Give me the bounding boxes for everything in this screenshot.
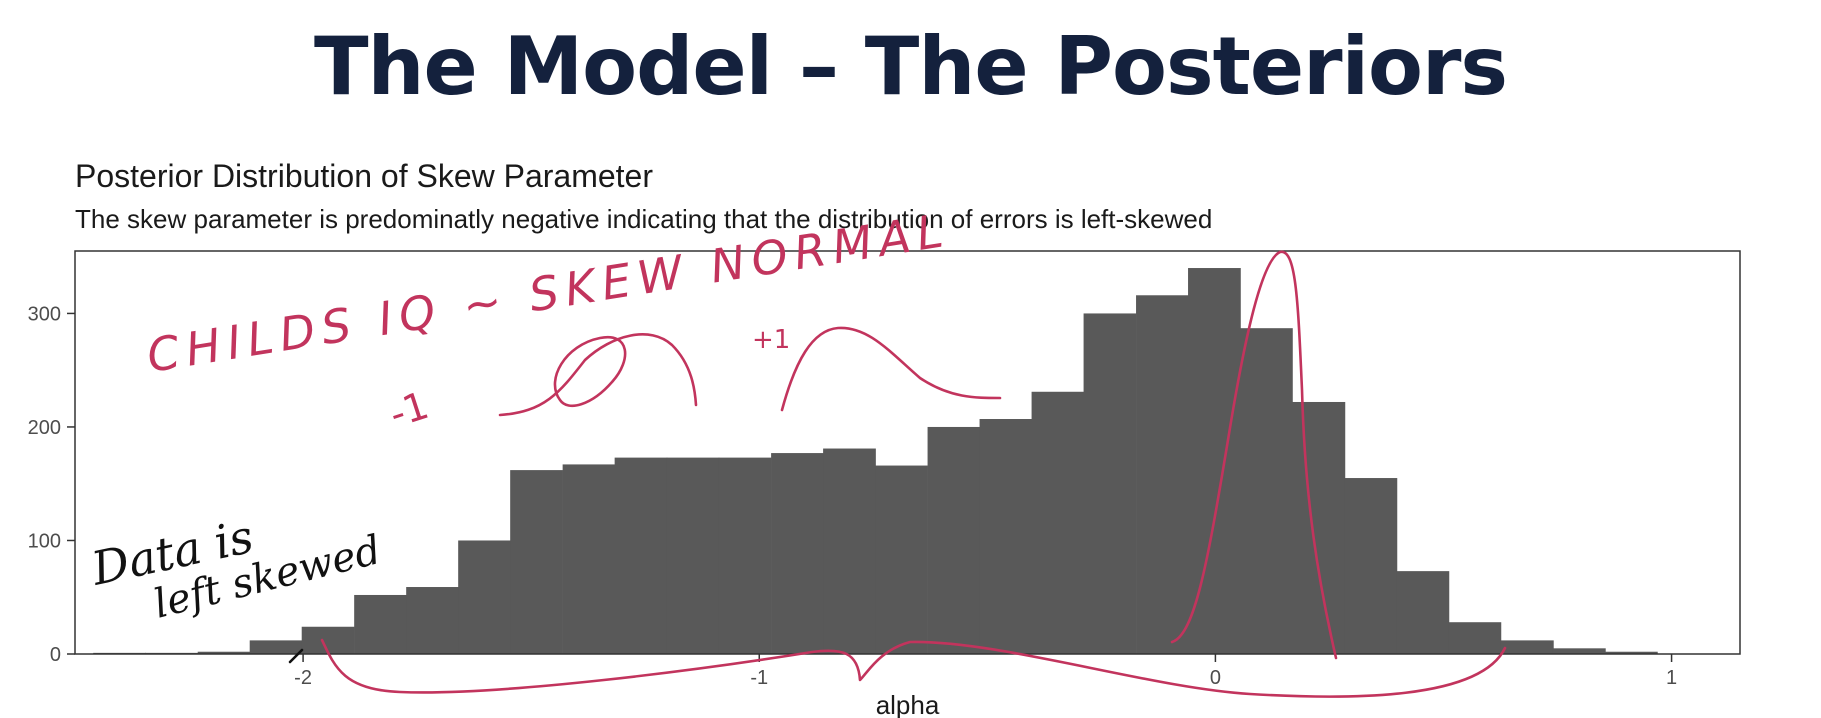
y-tick-label: 200	[28, 417, 61, 439]
x-tick-label: 0	[1210, 667, 1221, 689]
y-tick-label: 100	[28, 530, 61, 552]
histogram-bar	[718, 457, 772, 654]
histogram-bar	[1448, 622, 1502, 654]
x-tick-label: 1	[1666, 667, 1677, 689]
ink-right-skew-curve	[780, 326, 1002, 412]
chart-subtitle: The skew parameter is predominatly negat…	[75, 204, 1213, 234]
ink-narrow-peak	[1170, 250, 1338, 660]
histogram-bar	[1188, 268, 1241, 654]
histogram-bar	[1083, 313, 1137, 654]
histogram-bar	[197, 651, 251, 654]
histogram-bar	[354, 594, 407, 654]
histogram-bar	[979, 419, 1033, 654]
histogram-bar	[1344, 478, 1398, 654]
y-axis: 0 100 200 300	[28, 303, 75, 666]
ink-pen-mark	[288, 648, 304, 664]
y-tick-label: 300	[28, 303, 61, 325]
histogram-bar	[458, 540, 511, 654]
histogram-bar	[875, 465, 928, 654]
plot-panel-border	[74, 250, 1741, 655]
chart-title: Posterior Distribution of Skew Parameter	[75, 158, 653, 194]
histogram-bars	[93, 268, 1658, 654]
histogram-bar	[1500, 640, 1554, 654]
histogram-bar	[1604, 651, 1658, 654]
handwriting-plus-one: +1	[752, 325, 790, 355]
histogram-bar	[249, 640, 303, 654]
histogram-bar	[562, 464, 616, 654]
ink-left-skew-curve	[498, 333, 698, 417]
histogram-bar	[666, 457, 720, 654]
slide-title: The Model – The Posteriors	[313, 20, 1508, 113]
x-tick-label: -1	[750, 667, 768, 689]
histogram-bar	[614, 457, 668, 654]
histogram-bar	[1240, 328, 1293, 654]
handwriting-childs-iq: CHILDS IQ ~ SKEW NORMAL	[143, 203, 953, 383]
histogram-bar	[771, 453, 824, 654]
histogram-bar	[1031, 391, 1085, 654]
histogram-bar	[301, 626, 355, 654]
histogram-bar	[1136, 295, 1189, 654]
x-axis: -2 -1 0 1	[294, 654, 1677, 689]
y-tick-label: 0	[50, 644, 61, 666]
x-axis-title: alpha	[876, 690, 940, 718]
histogram-bar	[1292, 401, 1346, 654]
histogram-bar	[406, 587, 459, 654]
ink-circle-scribble	[553, 335, 627, 408]
histogram-bar	[1552, 648, 1606, 654]
handwriting-minus-one: -1	[384, 383, 434, 437]
histogram-bar	[823, 448, 876, 654]
histogram-bar	[1396, 571, 1450, 654]
histogram-bar	[510, 470, 563, 654]
x-tick-label: -2	[294, 667, 312, 689]
histogram-bar	[927, 426, 981, 654]
ink-bottom-bracket	[320, 638, 1507, 698]
